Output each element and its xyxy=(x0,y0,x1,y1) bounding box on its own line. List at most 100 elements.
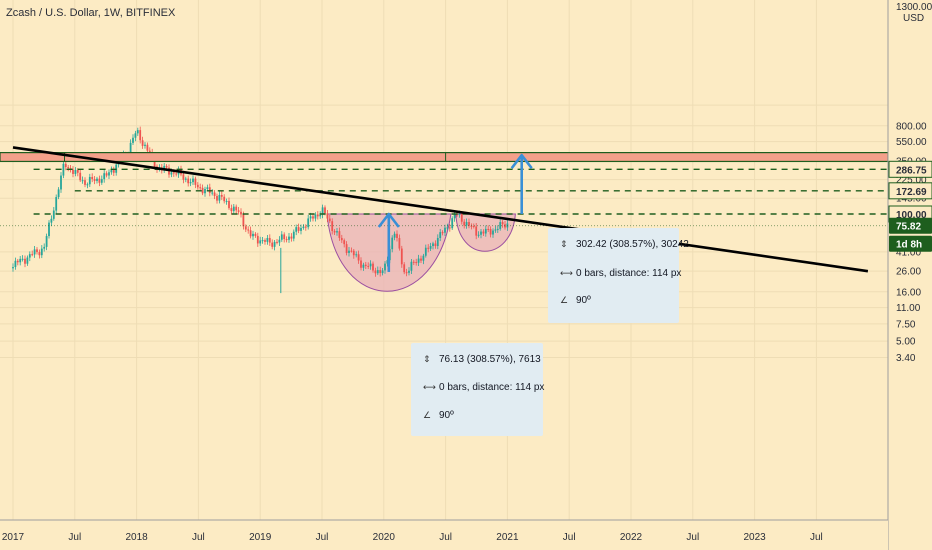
candle-body xyxy=(196,184,199,188)
candle-body xyxy=(436,237,439,247)
candle-body xyxy=(314,214,317,219)
candle-body xyxy=(400,248,403,265)
time-tick-label: Jul xyxy=(68,532,81,543)
candle-body xyxy=(422,255,425,261)
candle-body xyxy=(170,172,173,175)
angle-icon: ∠ xyxy=(423,411,432,421)
time-axis[interactable]: 2017 Jul 2018 Jul 2019 Jul 2020 Jul 2021 Jul 2022 J… xyxy=(0,519,888,550)
candle-body xyxy=(271,242,274,247)
candle-body xyxy=(175,173,178,175)
level-label-frame xyxy=(888,160,932,178)
time-axis-panel xyxy=(0,520,888,550)
candle-body xyxy=(235,206,238,211)
candle-body xyxy=(412,261,415,263)
candle-body xyxy=(352,250,355,256)
time-tick-label: Jul xyxy=(439,532,452,543)
candle-body xyxy=(189,182,192,184)
candle-body xyxy=(434,243,437,247)
candle-body xyxy=(211,192,214,194)
price-tick-label: 3.40 xyxy=(896,353,916,364)
candle-body xyxy=(501,222,504,225)
candle-body xyxy=(336,231,338,233)
level-label-bg xyxy=(889,182,932,199)
candle-body xyxy=(408,270,410,273)
candle-body xyxy=(201,187,204,194)
candle-body xyxy=(252,233,254,237)
candle-body xyxy=(148,150,151,153)
candle-body xyxy=(297,227,300,231)
bars-text: 0 bars, distance: 114 px xyxy=(439,382,545,393)
target-arrows[interactable] xyxy=(377,153,533,272)
candle-body xyxy=(194,178,197,185)
level-label: 286.75 xyxy=(896,165,927,176)
candle-body xyxy=(326,213,329,219)
distance-icon: ⟷ xyxy=(560,269,573,279)
candle-body xyxy=(424,247,427,256)
target-arrow-head[interactable] xyxy=(510,153,533,169)
candle-body xyxy=(319,214,322,217)
candle-body xyxy=(31,254,34,256)
candle-body xyxy=(460,213,463,222)
time-tick-label: 2020 xyxy=(373,532,396,543)
candle-body xyxy=(345,244,348,253)
price-tick-label: 5.00 xyxy=(896,337,916,348)
time-tick-label: Jul xyxy=(563,532,576,543)
candle-body xyxy=(439,232,442,238)
candle-body xyxy=(98,178,101,183)
candle-body xyxy=(36,249,38,253)
last-price-badge: 75.82 xyxy=(896,222,921,233)
candle-body xyxy=(259,240,262,244)
candle-body xyxy=(369,263,372,267)
candle-body xyxy=(28,254,31,258)
candle-body xyxy=(93,179,96,181)
level-label: 172.69 xyxy=(896,187,927,198)
time-tick-label: Jul xyxy=(686,532,699,543)
candlestick-series[interactable] xyxy=(12,126,509,294)
candle-body xyxy=(199,187,202,189)
candle-body xyxy=(38,252,41,256)
candle-body xyxy=(427,247,430,249)
candle-body xyxy=(72,169,74,174)
candle-body xyxy=(146,144,149,151)
price-tick-label: 550.00 xyxy=(896,137,927,148)
candle-body xyxy=(40,248,43,256)
candle-body xyxy=(429,246,432,249)
time-tick-label: Jul xyxy=(192,532,205,543)
resistance-zone-box[interactable] xyxy=(0,152,889,163)
price-tick-label: 16.00 xyxy=(896,287,921,298)
candle-body xyxy=(220,194,223,197)
range-row: ⇕ 302.42 (308.57%), 30242 xyxy=(560,238,689,252)
candle-body xyxy=(458,213,461,215)
candle-body xyxy=(139,130,142,141)
candle-body xyxy=(496,228,499,230)
candle-body xyxy=(165,165,168,168)
candle-body xyxy=(132,137,134,143)
trendline[interactable] xyxy=(12,146,869,273)
candle-body xyxy=(295,227,298,232)
horizontal-levels[interactable] xyxy=(0,168,888,227)
candle-body xyxy=(338,231,341,238)
candle-body xyxy=(33,249,36,255)
candle-body xyxy=(312,216,314,219)
candle-body xyxy=(374,270,377,274)
trendline-line[interactable] xyxy=(12,146,869,273)
countdown-badge: 1d 8h xyxy=(896,240,922,251)
candle-body xyxy=(302,226,305,228)
candle-body xyxy=(321,207,324,215)
measure-tooltip-lower: ⇕ 76.13 (308.57%), 7613 ⟷ 0 bars, distance… xyxy=(411,343,545,436)
target-arrow-head[interactable] xyxy=(377,212,400,228)
candle-body xyxy=(316,214,319,217)
candle-body xyxy=(182,174,185,180)
candle-body xyxy=(216,196,218,201)
candle-body xyxy=(384,263,386,271)
candle-body xyxy=(268,237,271,243)
candle-body xyxy=(264,240,266,242)
candle-body xyxy=(396,233,398,239)
resistance-zone[interactable] xyxy=(0,152,889,163)
candle-body xyxy=(213,192,216,197)
price-axis-panel xyxy=(888,0,932,550)
candle-body xyxy=(240,211,242,215)
price-axis[interactable]: 1300.00USD800.00550.00350.00225.00145.00… xyxy=(887,0,932,550)
candle-body xyxy=(472,225,475,227)
